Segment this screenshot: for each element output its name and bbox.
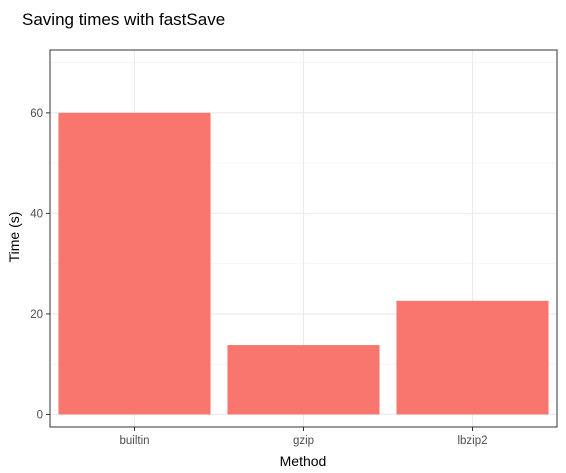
y-tick-label: 60 <box>30 108 43 120</box>
x-axis-title: Method <box>280 453 327 469</box>
y-tick-label: 0 <box>37 409 43 421</box>
chart-title: Saving times with fastSave <box>22 10 225 29</box>
bars <box>58 112 549 415</box>
bar-lbzip2 <box>396 300 549 415</box>
bar-gzip <box>227 345 380 415</box>
axes: 0 20 40 60 builtin gzip lbzip2 <box>30 108 487 447</box>
y-tick-label: 40 <box>30 208 43 220</box>
y-axis-title: Time (s) <box>6 212 22 263</box>
x-tick-label-lbzip2: lbzip2 <box>457 435 487 447</box>
x-tick-label-gzip: gzip <box>293 435 314 447</box>
x-tick-label-builtin: builtin <box>119 435 149 447</box>
bar-builtin <box>58 112 211 415</box>
panel-border <box>49 49 558 428</box>
y-tick-label: 20 <box>30 309 43 321</box>
